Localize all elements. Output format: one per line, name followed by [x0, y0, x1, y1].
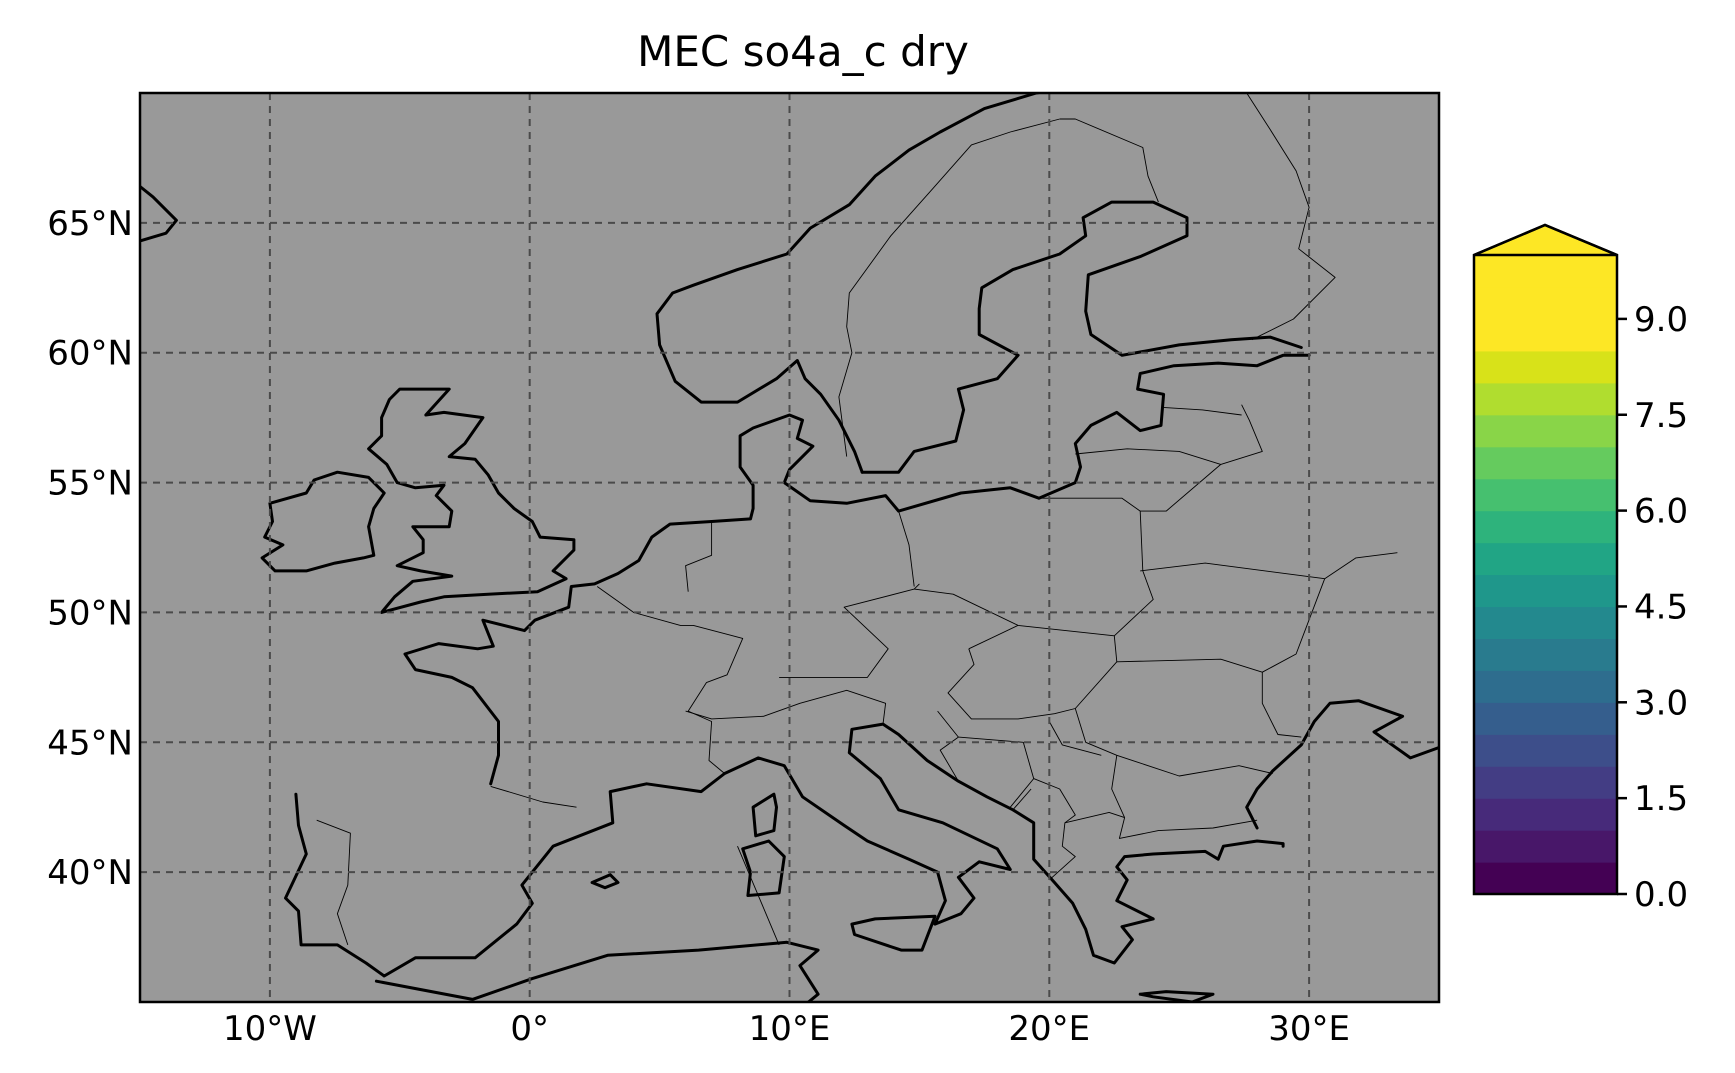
- colorbar-ticks: 0.0 1.5 3.0 4.5 6.0 7.5 9.0: [1617, 300, 1688, 915]
- coastline: [284, 722, 1285, 978]
- country-border: [1033, 778, 1076, 824]
- colorbar-band: [1474, 574, 1617, 608]
- colorbar-band: [1474, 414, 1617, 448]
- lat-tick-label: 65°N: [47, 204, 133, 244]
- colorbar-tick-label: 3.0: [1634, 683, 1688, 723]
- colorbar-extend-triangle: [1473, 223, 1618, 257]
- colorbar-band: [1474, 255, 1617, 288]
- colorbar-tick-label: 0.0: [1634, 875, 1688, 915]
- lon-tick-label: 20°E: [1008, 1009, 1090, 1049]
- lat-tick-label: 60°N: [47, 334, 133, 374]
- lat-tick-label: 55°N: [47, 464, 133, 504]
- country-border: [1074, 708, 1273, 777]
- country-border: [685, 689, 887, 725]
- colorbar-band: [1474, 510, 1617, 544]
- country-border: [1048, 721, 1102, 756]
- country-border: [1246, 93, 1336, 341]
- country-border: [1118, 817, 1258, 839]
- country-border: [685, 521, 713, 592]
- coastline: [741, 839, 786, 897]
- colorbar-band: [1474, 542, 1617, 576]
- coastline: [367, 387, 576, 614]
- colorbar-band: [1474, 446, 1617, 480]
- latitude-tick-labels: 40°N 45°N 50°N 55°N 60°N 65°N: [47, 204, 133, 893]
- coastline: [860, 200, 1303, 474]
- coastline: [655, 93, 1047, 474]
- country-border: [1059, 118, 1159, 203]
- lon-tick-label: 0°: [510, 1009, 549, 1049]
- colorbar-band: [1474, 286, 1617, 320]
- country-border: [914, 497, 1154, 637]
- longitude-tick-labels: 10°W 0° 10°E 20°E 30°E: [223, 1009, 1350, 1049]
- lat-tick-label: 50°N: [47, 593, 133, 633]
- country-border: [968, 624, 1019, 650]
- colorbar-tick-label: 7.5: [1634, 396, 1688, 436]
- map-title: MEC so4a_c dry: [637, 27, 969, 76]
- colorbar-outline: [1472, 223, 1619, 896]
- coastline: [1138, 990, 1215, 1002]
- colorbar-band: [1474, 318, 1617, 352]
- country-border: [1075, 448, 1221, 465]
- colorbar: 0.0 1.5 3.0 4.5 6.0 7.5 9.0: [1472, 223, 1688, 915]
- country-border: [1140, 404, 1263, 512]
- colorbar-band: [1474, 734, 1617, 767]
- colorbar-tick-label: 4.5: [1634, 587, 1688, 627]
- colorbar-tick-label: 9.0: [1634, 300, 1688, 340]
- country-border: [596, 586, 744, 774]
- lat-tick-label: 45°N: [47, 723, 133, 763]
- coastline: [1245, 699, 1439, 830]
- colorbar-band: [1474, 702, 1617, 735]
- colorbar-tick-label: 1.5: [1634, 779, 1688, 819]
- lon-tick-label: 10°W: [223, 1009, 317, 1049]
- lon-tick-label: 10°E: [749, 1009, 831, 1049]
- country-border: [490, 785, 577, 808]
- country-border: [1048, 755, 1126, 881]
- colorbar-tick-label: 6.0: [1634, 492, 1688, 532]
- colorbar-band: [1474, 478, 1617, 512]
- gridlines: [140, 93, 1439, 1002]
- map-area: [138, 91, 1441, 1004]
- coastline: [850, 914, 937, 952]
- colorbar-band: [1474, 862, 1617, 895]
- coastline: [751, 792, 778, 838]
- country-border: [1012, 788, 1032, 811]
- lat-tick-label: 40°N: [47, 853, 133, 893]
- colorbar-band: [1474, 830, 1617, 863]
- colorbar-band: [1474, 670, 1617, 703]
- colorbar-band: [1474, 606, 1617, 639]
- colorbar-band: [1474, 766, 1617, 799]
- country-border: [937, 710, 959, 782]
- colorbar-band: [1474, 350, 1617, 384]
- colorbar-band: [1474, 382, 1617, 416]
- coastline: [260, 470, 386, 573]
- country-border: [838, 118, 1060, 457]
- country-border: [958, 736, 1035, 808]
- map-frame: [138, 91, 1441, 1004]
- colorbar-band: [1474, 798, 1617, 831]
- country-borders: [316, 93, 1398, 946]
- colorbar-bands: [1474, 255, 1617, 895]
- country-border: [947, 635, 1118, 720]
- coastlines: [140, 93, 1439, 1002]
- coastline: [374, 940, 820, 1002]
- coastline: [403, 353, 1311, 786]
- country-border: [1116, 658, 1302, 738]
- coastline: [140, 185, 178, 243]
- country-border: [1160, 406, 1242, 416]
- country-border: [898, 510, 915, 587]
- coastline: [590, 873, 620, 890]
- country-border: [1262, 578, 1326, 673]
- country-border: [316, 819, 351, 946]
- lon-tick-label: 30°E: [1268, 1009, 1350, 1049]
- colorbar-band: [1474, 638, 1617, 671]
